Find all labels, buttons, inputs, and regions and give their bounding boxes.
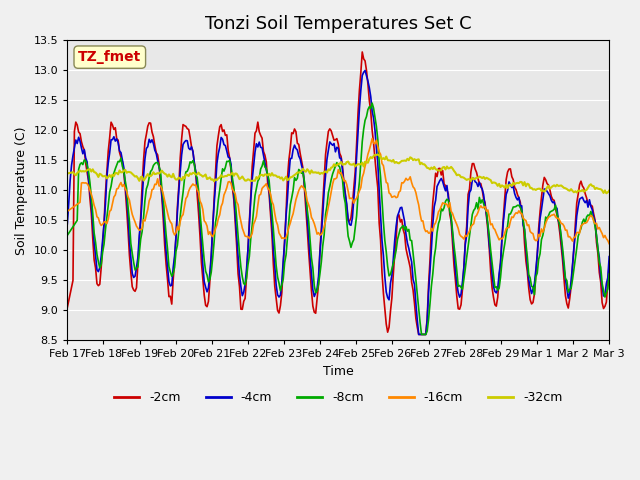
- -8cm: [443, 196, 451, 202]
- -32cm: [605, 188, 613, 193]
- -2cm: [287, 145, 294, 151]
- -32cm: [63, 170, 71, 176]
- -16cm: [605, 241, 613, 247]
- -32cm: [350, 161, 358, 167]
- -16cm: [350, 200, 358, 206]
- -4cm: [415, 332, 422, 337]
- -8cm: [76, 161, 84, 167]
- Y-axis label: Soil Temperature (C): Soil Temperature (C): [15, 126, 28, 254]
- -4cm: [443, 183, 451, 189]
- -2cm: [350, 185, 358, 191]
- -16cm: [442, 201, 449, 206]
- -16cm: [63, 208, 71, 214]
- Line: -8cm: -8cm: [67, 103, 609, 335]
- Title: Tonzi Soil Temperatures Set C: Tonzi Soil Temperatures Set C: [205, 15, 472, 33]
- -4cm: [76, 138, 84, 144]
- -4cm: [287, 156, 294, 161]
- Line: -16cm: -16cm: [67, 139, 609, 244]
- -2cm: [358, 49, 366, 55]
- -8cm: [111, 166, 119, 172]
- -32cm: [287, 175, 294, 180]
- -2cm: [415, 332, 422, 337]
- -32cm: [76, 168, 84, 173]
- -2cm: [63, 304, 71, 310]
- -4cm: [605, 254, 613, 260]
- Text: TZ_fmet: TZ_fmet: [78, 50, 141, 64]
- X-axis label: Time: Time: [323, 365, 354, 378]
- -4cm: [426, 268, 434, 274]
- -2cm: [111, 125, 119, 131]
- Legend: -2cm, -4cm, -8cm, -16cm, -32cm: -2cm, -4cm, -8cm, -16cm, -32cm: [109, 386, 568, 409]
- Line: -4cm: -4cm: [67, 71, 609, 335]
- -16cm: [76, 199, 84, 205]
- -32cm: [425, 165, 433, 171]
- -32cm: [374, 152, 381, 157]
- -4cm: [111, 138, 119, 144]
- -4cm: [63, 221, 71, 227]
- -16cm: [425, 230, 433, 236]
- -2cm: [76, 131, 84, 136]
- -8cm: [418, 332, 426, 337]
- -4cm: [361, 68, 369, 73]
- -8cm: [63, 232, 71, 238]
- -16cm: [111, 192, 119, 198]
- -16cm: [287, 220, 294, 226]
- -8cm: [350, 237, 358, 242]
- -2cm: [443, 187, 451, 192]
- -2cm: [426, 257, 434, 263]
- -32cm: [111, 170, 119, 176]
- -8cm: [287, 202, 294, 208]
- Line: -2cm: -2cm: [67, 52, 609, 335]
- -4cm: [350, 196, 358, 202]
- -32cm: [442, 167, 449, 172]
- -8cm: [426, 301, 434, 307]
- -16cm: [368, 136, 376, 142]
- -2cm: [605, 261, 613, 266]
- -8cm: [605, 271, 613, 277]
- Line: -32cm: -32cm: [67, 155, 609, 193]
- -8cm: [368, 100, 376, 106]
- -32cm: [602, 191, 610, 196]
